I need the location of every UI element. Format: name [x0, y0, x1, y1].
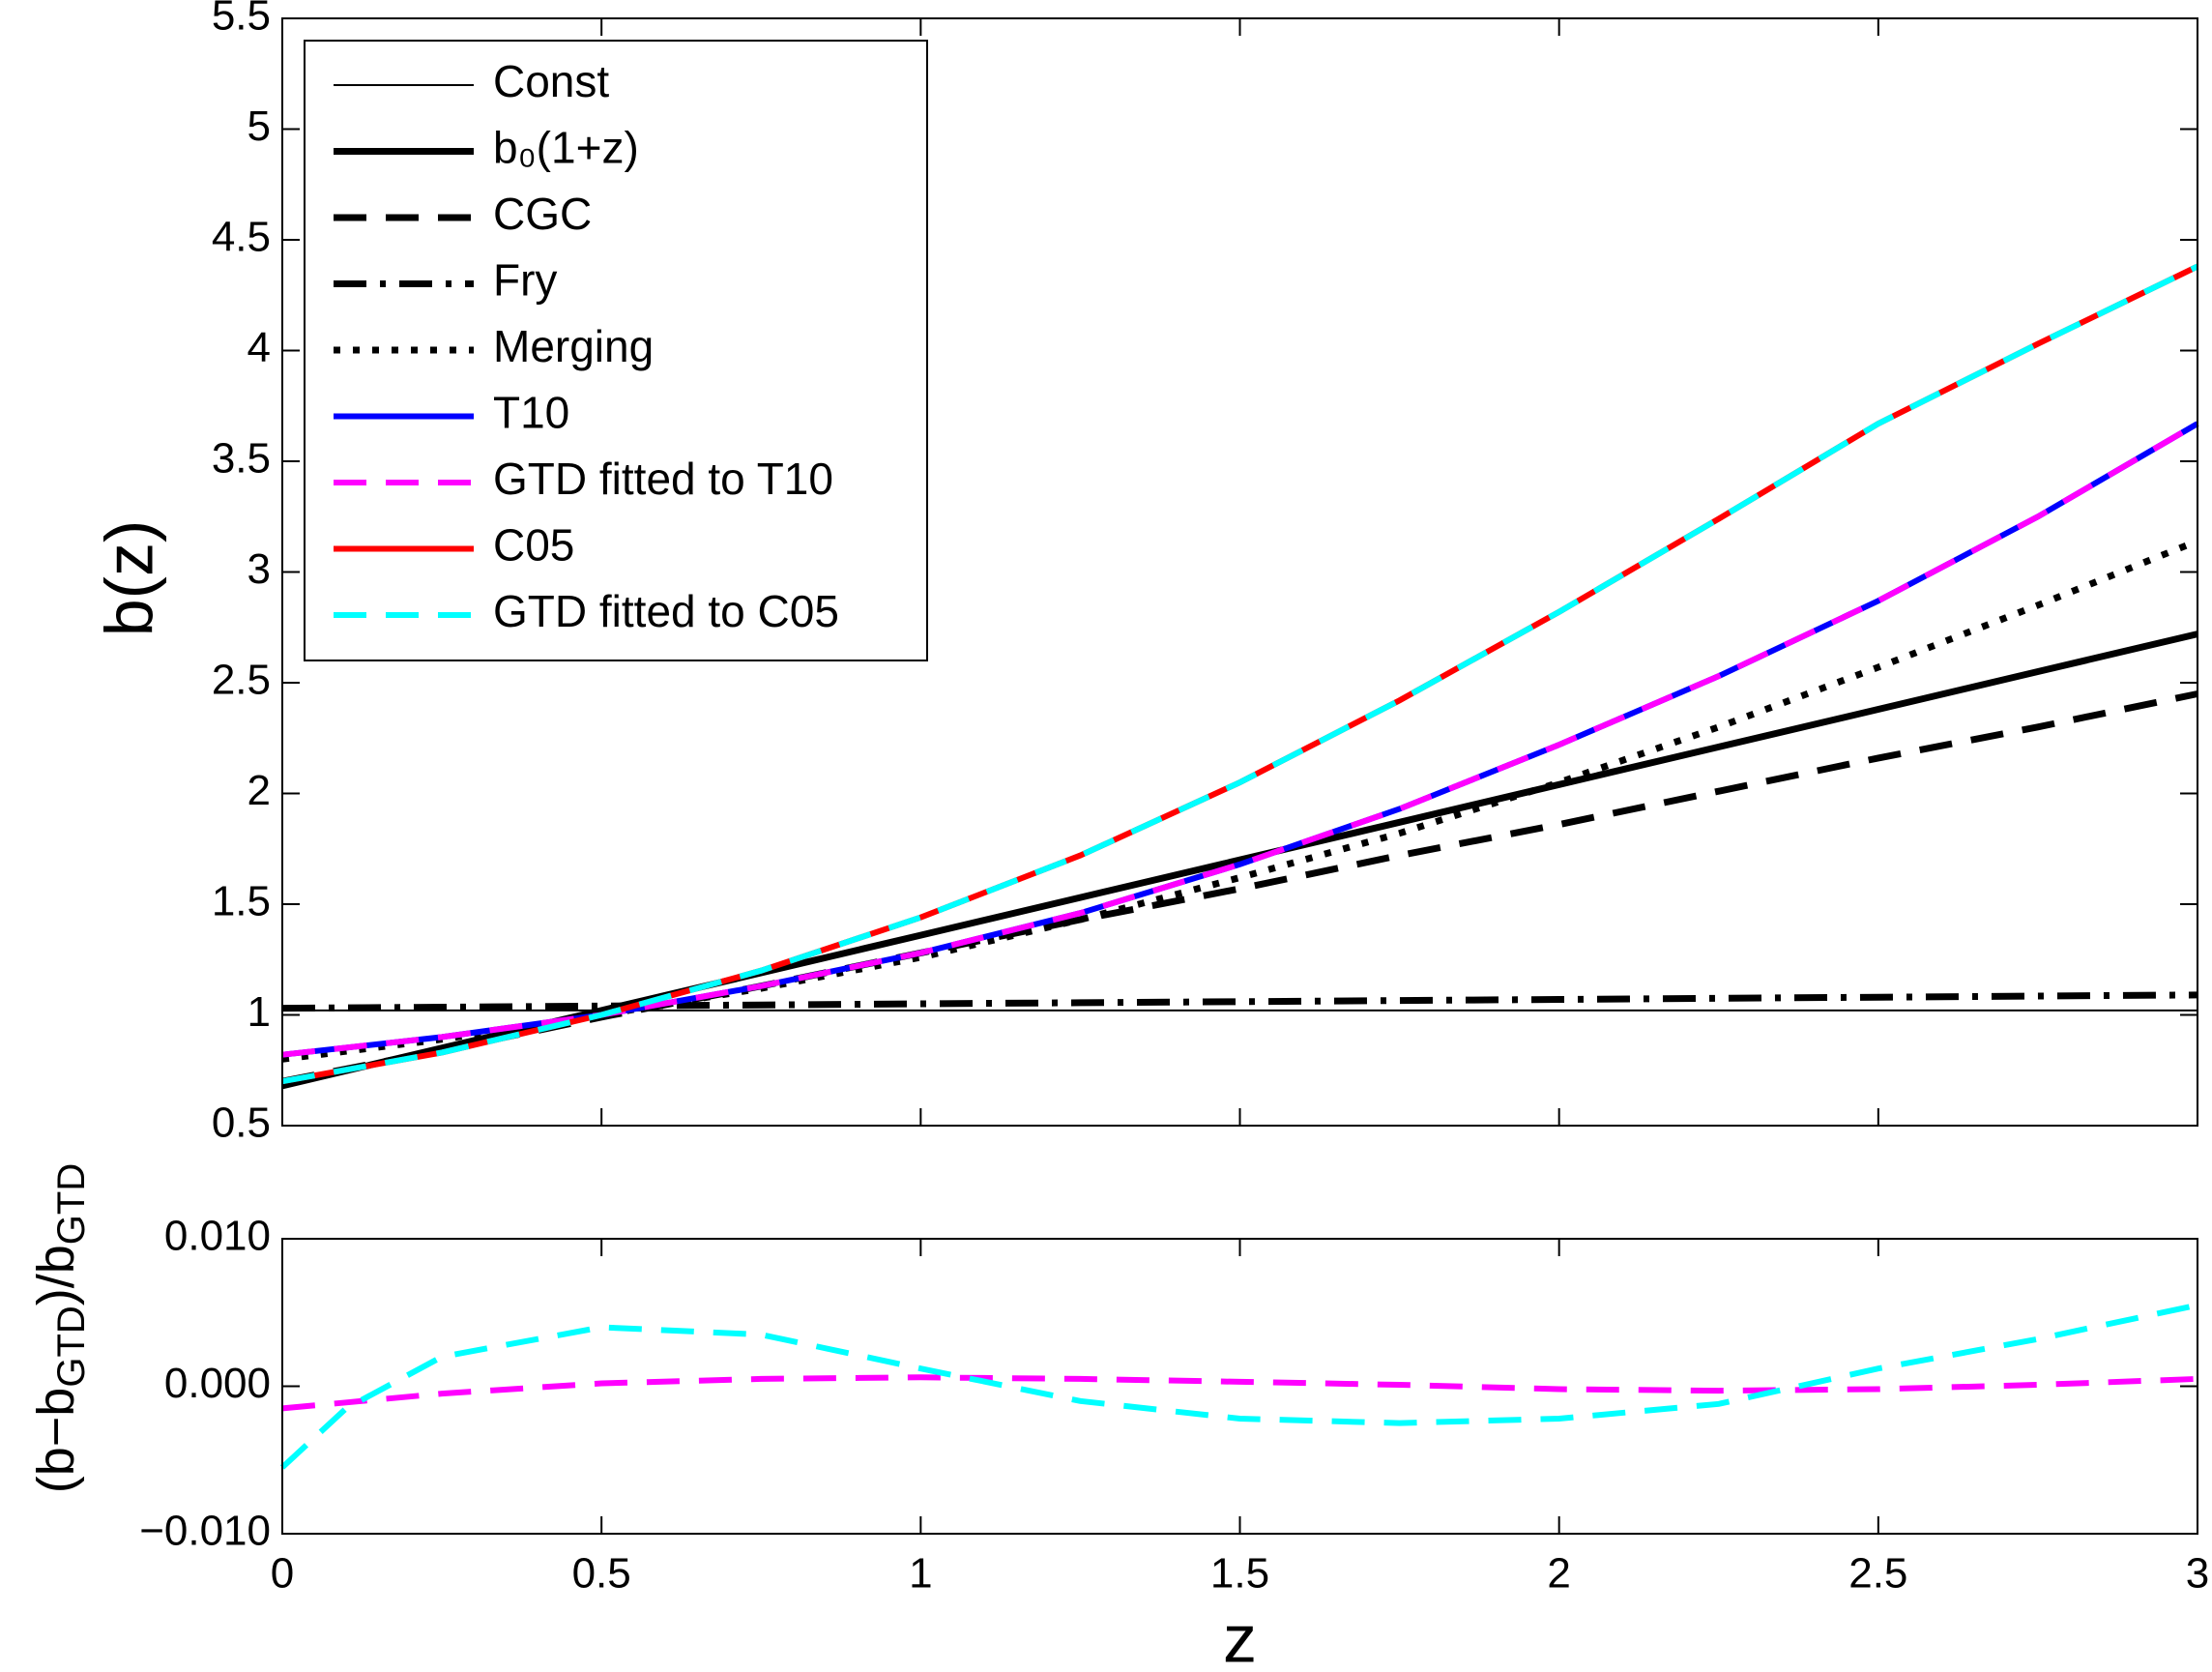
legend-label: GTD fitted to C05: [493, 586, 839, 636]
legend-box: [304, 40, 928, 661]
data-line: [281, 991, 2198, 1012]
data-line: [281, 1374, 2198, 1412]
y-tick-label: 1: [247, 988, 271, 1036]
legend-label: T10: [493, 388, 569, 438]
data-line: [281, 263, 2199, 1085]
y-tick-label: 3.5: [212, 435, 271, 483]
y-tick-label: 4.5: [212, 214, 271, 261]
x-tick-label: 0: [271, 1550, 294, 1598]
legend-label: Fry: [493, 255, 557, 306]
x-tick-label: 1.5: [1210, 1550, 1269, 1598]
y-tick-label: 5: [247, 103, 271, 150]
y-tick-label: 0.5: [212, 1100, 271, 1147]
y-tick-label: −0.010: [139, 1508, 271, 1555]
data-line: [281, 538, 2199, 1063]
legend-label: Const: [493, 56, 609, 106]
y-tick-label: 0.010: [164, 1213, 271, 1260]
y-axis-label-part: (b−b: [27, 1388, 85, 1494]
x-tick-label: 0.5: [572, 1550, 631, 1598]
x-axis-label: z: [1223, 1600, 1257, 1672]
x-tick-label: 1: [909, 1550, 932, 1598]
y-axis-label: b(z): [91, 520, 166, 637]
y-axis-label: (b−bGTD)/bGTD: [27, 1163, 92, 1494]
legend-label: C05: [493, 520, 574, 571]
x-tick-label: 2: [1547, 1550, 1570, 1598]
y-tick-label: 4: [247, 324, 271, 371]
data-line: [279, 1302, 2198, 1470]
y-tick-label: 3: [247, 545, 271, 593]
legend: Const b₀(1+z) CGC Fry Merging T10 GTD fitted t…: [304, 40, 928, 661]
y-tick-label: 5.5: [212, 0, 271, 40]
y-tick-label: 2: [247, 767, 271, 814]
legend-label: GTD fitted to T10: [493, 454, 833, 504]
y-axis-label-part: GTD: [50, 1163, 93, 1245]
x-tick-label: 2.5: [1848, 1550, 1907, 1598]
plot-frame: [281, 1238, 2198, 1535]
legend-label: CGC: [493, 189, 592, 239]
y-tick-label: 0.000: [164, 1360, 271, 1407]
plot-frame: [281, 17, 2198, 1127]
y-tick-label: 1.5: [212, 878, 271, 925]
legend-label: Merging: [493, 321, 654, 371]
data-line: [281, 631, 2198, 1090]
panel: 0.511.522.533.544.555.5b(z)Constb₀(1+z)C…: [91, 0, 2199, 1147]
legend-label: b₀(1+z): [493, 123, 639, 173]
y-axis-label-part: GTD: [50, 1305, 93, 1387]
y-tick-label: 2.5: [212, 657, 271, 704]
y-axis-label-part: )/b: [27, 1245, 85, 1305]
x-tick-label: 3: [2186, 1550, 2209, 1598]
